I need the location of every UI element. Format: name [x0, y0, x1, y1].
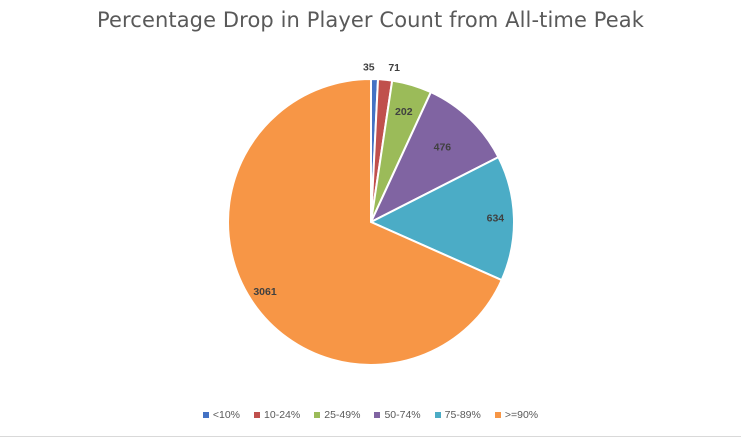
data-label: 71 [388, 62, 400, 74]
legend-label: >=90% [504, 409, 539, 421]
data-label: 634 [487, 212, 505, 224]
legend-label: 75-89% [444, 409, 481, 421]
legend-item: 10-24% [254, 409, 300, 421]
legend-swatch [494, 412, 501, 418]
legend-swatch [374, 412, 381, 418]
legend-swatch [314, 412, 321, 418]
data-labels: 35 71 202 476 634 3061 [253, 61, 504, 297]
legend-swatch [434, 412, 441, 418]
legend-label: 10-24% [264, 409, 301, 421]
legend-label: 25-49% [324, 409, 361, 421]
pie-slice [227, 77, 503, 366]
legend-swatch [202, 412, 209, 418]
legend-swatch [254, 412, 261, 418]
legend-item: 50-74% [374, 409, 421, 421]
legend-label: 50-74% [384, 409, 421, 421]
chart-title: Percentage Drop in Player Count from All… [96, 8, 645, 32]
legend-item: >=90% [494, 409, 539, 421]
data-label: 35 [363, 61, 375, 73]
legend-item: 75-89% [434, 409, 481, 421]
pie-slice [368, 90, 500, 225]
chart-legend: <10% 10-24% 25-49% 50-74% 75-89% >=90% [0, 409, 741, 421]
legend-label: <10% [212, 409, 241, 421]
legend-item: 25-49% [314, 409, 360, 421]
data-label: 476 [434, 142, 452, 154]
data-label: 202 [395, 106, 413, 118]
pie-slices [227, 77, 515, 366]
data-label: 3061 [253, 286, 277, 298]
legend-item: <10% [202, 409, 241, 421]
pie-slice [368, 155, 515, 282]
